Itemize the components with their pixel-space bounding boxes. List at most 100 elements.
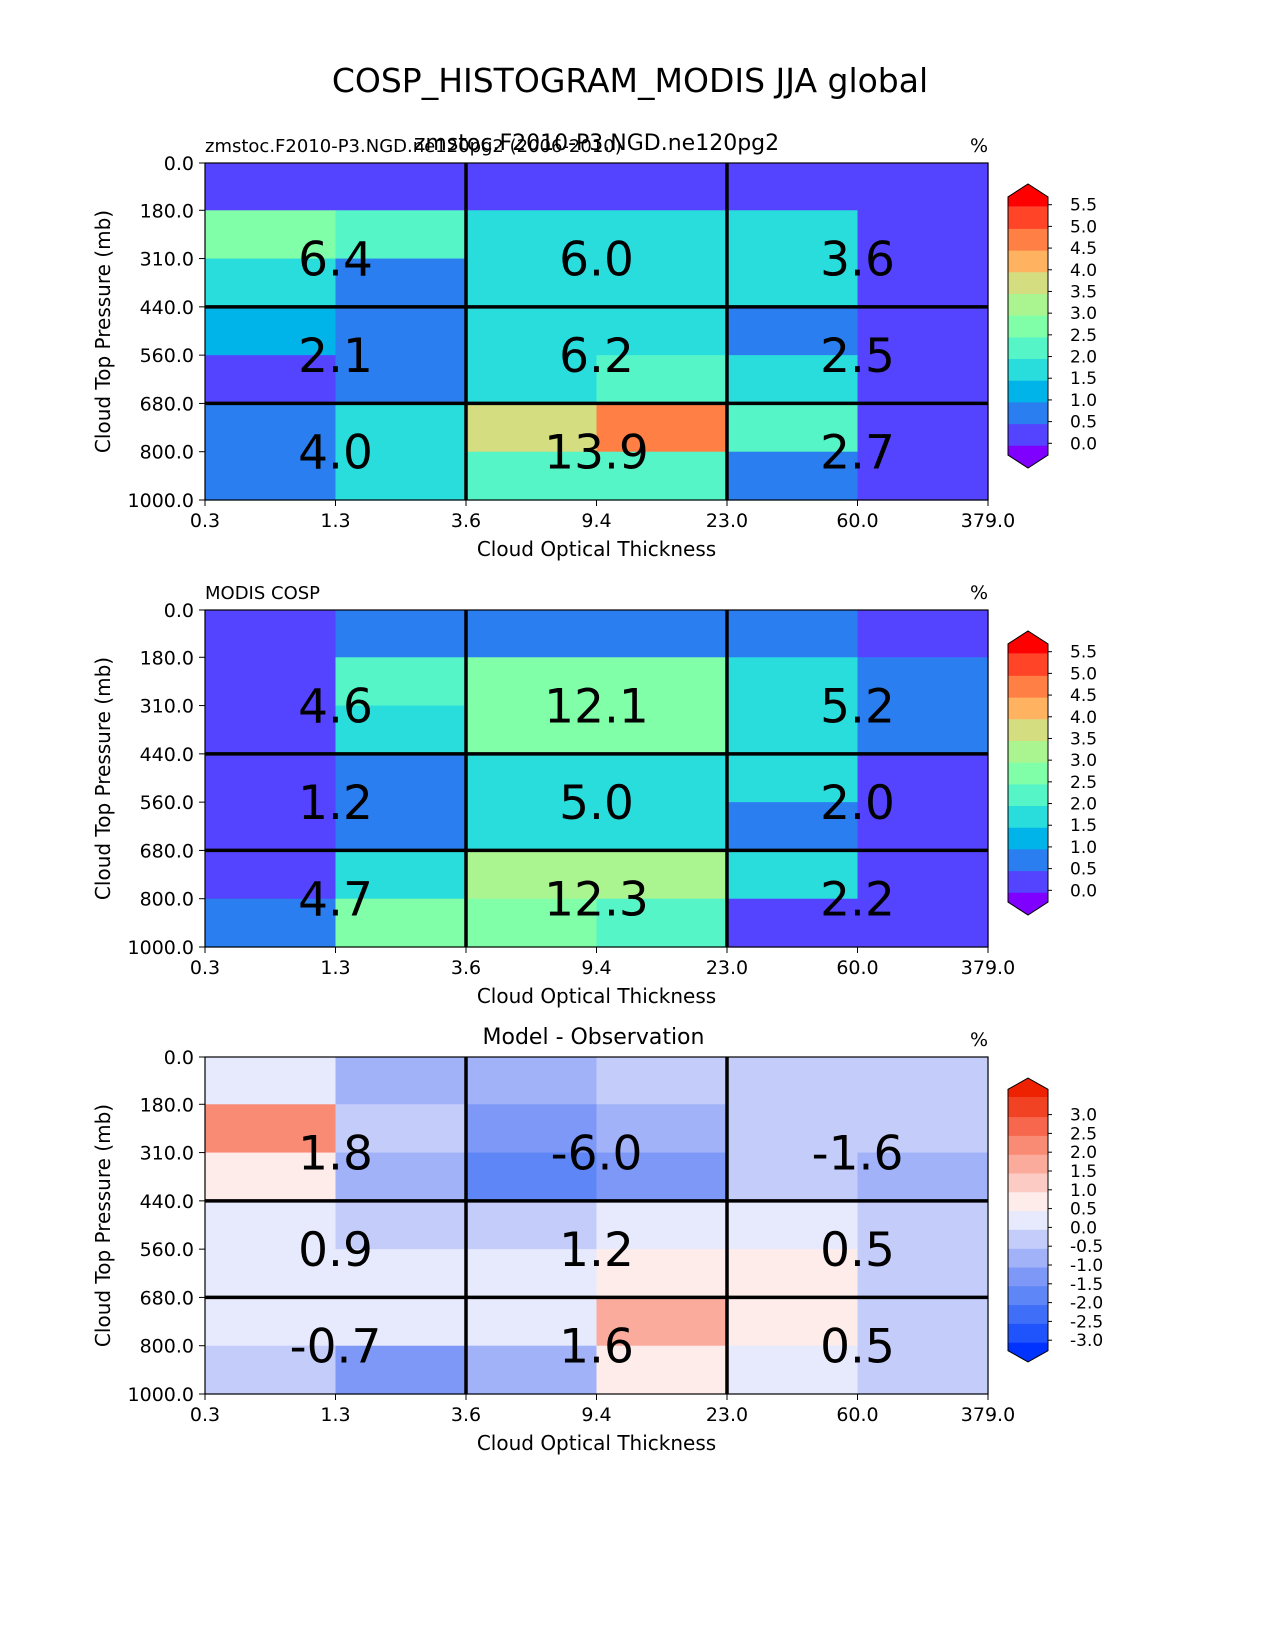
heatmap-cell [466,705,598,755]
y-tick-label: 800.0 [140,1336,194,1358]
heatmap-cell [727,163,859,211]
group-value: -0.7 [290,1320,382,1375]
x-tick-label: 23.0 [706,1404,748,1426]
heatmap-cell [596,403,728,453]
colorbar-swatch [1008,293,1048,316]
group-value: 6.4 [298,233,373,288]
heatmap-cell [727,1104,859,1154]
colorbar-swatch [1008,1135,1048,1155]
x-tick-label: 1.3 [320,1404,350,1426]
heatmap-cell [466,753,598,803]
panel-title: zmstoc.F2010-P3.NGD.ne120pg2 [414,131,779,156]
heatmap-cell [335,1104,467,1154]
colorbar-swatch [1008,1210,1048,1230]
colorbar-outline [1007,1077,1049,1363]
heatmap-cell [727,705,859,755]
colorbar-swatch [1008,336,1048,360]
heatmap-cell [857,850,989,900]
group-value: 2.7 [820,426,895,481]
group-value: 2.2 [820,873,895,928]
colorbar-swatch [1008,653,1048,676]
group-value: 6.0 [559,233,634,288]
colorbar-swatch [1008,206,1048,229]
heatmap-cell [596,306,728,356]
heatmap-cell [727,1057,859,1105]
group-value: 0.5 [820,1320,895,1375]
y-tick-label: 0.0 [164,600,194,622]
group-value: 6.2 [559,329,634,384]
heatmap-cell [335,1249,467,1299]
colorbar-tick-label: 2.5 [1070,1124,1097,1144]
colorbar-tick-label: 4.0 [1070,261,1097,281]
heatmap-cell [857,705,989,755]
heatmap-cell [335,610,467,658]
heatmap-cell [857,1152,989,1202]
heatmap-cell [596,451,728,501]
group-value: 2.1 [298,329,373,384]
heatmap-cell [857,1297,989,1347]
colorbar-tick-label: 2.0 [1070,1143,1097,1163]
y-tick-label: 680.0 [140,1287,194,1309]
heatmap-cell [466,898,598,948]
heatmap-cell [205,1200,337,1250]
y-axis-label: Cloud Top Pressure (mb) [91,657,115,900]
y-axis-label: Cloud Top Pressure (mb) [91,210,115,453]
x-tick-label: 1.3 [320,510,350,532]
y-tick-label: 310.0 [140,1143,194,1165]
heatmap-cell [596,610,728,658]
colorbar-tick-label: 2.5 [1070,326,1097,346]
colorbar-swatch [1008,315,1048,338]
group-value: 0.9 [298,1223,373,1278]
colorbar-tick-label: 0.5 [1070,860,1097,880]
colorbar-swatch [1008,740,1048,763]
heatmap-cell [466,1152,598,1202]
colorbar-tick-label: 0.5 [1070,1200,1097,1220]
colorbar-swatch [1008,1116,1048,1136]
colorbar-swatch [1008,358,1048,381]
heatmap-cell [727,657,859,707]
group-value: 1.6 [559,1320,634,1375]
y-tick-label: 680.0 [140,840,194,862]
y-tick-label: 0.0 [164,153,194,175]
colorbar-swatch [1008,228,1048,251]
x-tick-label: 379.0 [961,510,1015,532]
heatmap-cell [727,1249,859,1299]
colorbar-swatch [1008,848,1048,872]
y-tick-label: 800.0 [140,889,194,911]
heatmap-cell [466,403,598,453]
colorbar-tick-label: -2.5 [1070,1312,1103,1332]
x-axis-label: Cloud Optical Thickness [477,537,716,561]
heatmap-cell [857,451,989,501]
heatmap-cell [205,210,337,260]
heatmap-cell [335,898,467,948]
colorbar-tick-label: 3.0 [1070,304,1097,324]
heatmap-cell [466,451,598,501]
heatmap-cell [335,1057,467,1105]
heatmap-cell [857,898,989,948]
heatmap-cell [205,898,337,948]
group-value: 2.5 [820,329,895,384]
group-value: 4.7 [298,873,373,928]
x-tick-label: 9.4 [581,1404,611,1426]
heatmap-cell [335,1297,467,1347]
heatmap-cell [727,850,859,900]
panel-left-label: MODIS COSP [205,583,320,604]
heatmap-cell [727,1200,859,1250]
panel-obs: 4.6 12.1 5.2 1.2 5.0 2.0 4.7 12.3 2.2 0.0 180.0 310… [91,582,1097,1008]
heatmap-cell [205,1297,337,1347]
heatmap-cell [205,451,337,501]
heatmap-cell [857,802,989,852]
y-tick-label: 1000.0 [128,937,194,959]
heatmap-cell [596,898,728,948]
heatmap-cell [466,1200,598,1250]
colorbar-swatch [1008,250,1048,273]
group-value: 4.0 [298,426,373,481]
heatmap-cell [596,258,728,308]
y-axis-label: Cloud Top Pressure (mb) [91,1104,115,1347]
heatmap-cell [727,802,859,852]
heatmap-cell [727,753,859,803]
heatmap-cell [205,705,337,755]
heatmap-cell [727,306,859,356]
group-value: 1.8 [298,1127,373,1182]
heatmap-cell [335,258,467,308]
